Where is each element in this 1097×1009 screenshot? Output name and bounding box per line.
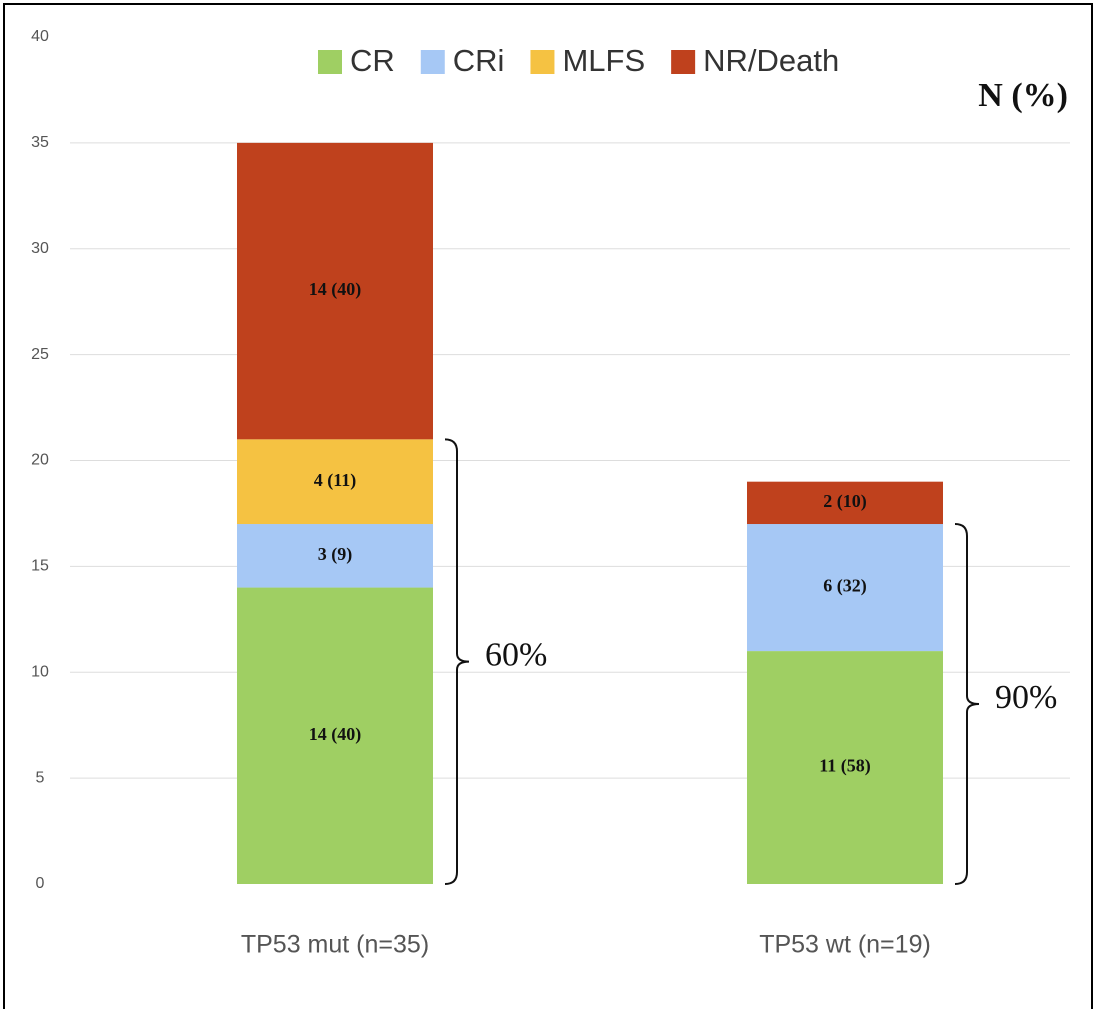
value-label: 4 (11) <box>314 470 357 491</box>
annotation: 90% <box>995 679 1057 716</box>
legend-swatch <box>318 50 342 74</box>
bracket <box>444 438 470 885</box>
legend-swatch <box>530 50 555 74</box>
unit-label: N (%) <box>978 77 1068 114</box>
bar-segment <box>237 142 433 440</box>
annotation: 60% <box>485 636 547 673</box>
legend-swatch <box>420 50 445 74</box>
y-tick-label: 5 <box>36 769 45 786</box>
bracket <box>954 523 980 885</box>
value-label: 14 (40) <box>309 279 362 300</box>
x-tick-label: TP53 mut (n=35) <box>241 931 429 959</box>
y-tick-label: 25 <box>31 346 49 363</box>
y-tick-label: 40 <box>31 28 49 45</box>
value-label: 6 (32) <box>823 576 867 597</box>
y-tick-label: 15 <box>31 558 49 575</box>
value-label: 11 (58) <box>819 756 871 777</box>
legend-swatch <box>671 50 696 74</box>
y-tick-label: 10 <box>31 663 49 680</box>
bar-segment <box>237 587 433 884</box>
value-label: 3 (9) <box>318 544 353 565</box>
bar-segment <box>237 439 433 525</box>
legend-label: CRi <box>453 43 505 78</box>
value-label: 14 (40) <box>309 724 362 745</box>
bar-segment <box>747 524 943 652</box>
x-tick-label: TP53 wt (n=19) <box>759 931 931 959</box>
y-tick-label: 20 <box>31 452 49 469</box>
value-label: 2 (10) <box>823 491 867 512</box>
bar-segment <box>237 524 433 588</box>
frame <box>3 3 1093 1009</box>
bar-segment <box>747 481 943 525</box>
legend-label: CR <box>350 43 395 78</box>
legend-label: MLFS <box>562 43 645 78</box>
y-tick-label: 0 <box>36 875 45 892</box>
legend-label: NR/Death <box>703 43 839 78</box>
y-tick-label: 35 <box>31 134 49 151</box>
y-tick-label: 30 <box>31 240 49 257</box>
bar-segment <box>747 651 943 884</box>
